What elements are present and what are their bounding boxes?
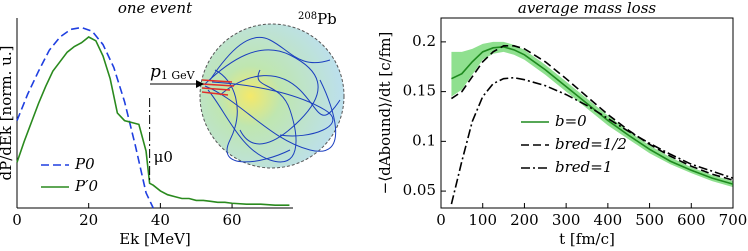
y-tick-label: 0.1 — [412, 131, 436, 149]
beam-bundle — [201, 79, 235, 96]
x-tick-label: 200 — [510, 211, 539, 229]
series-line — [16, 36, 290, 206]
series-line — [450, 45, 734, 181]
x-axis-label: t [fm/c] — [559, 230, 615, 248]
x-tick-label: 700 — [719, 211, 748, 229]
inset: p1 GeV 208Pb — [150, 10, 345, 169]
y-axis-label: −⟨dAbound⟩/dt [c/fm] — [376, 32, 394, 195]
annotation-text: μ0 — [154, 148, 173, 166]
tracks — [204, 36, 341, 163]
chart-title: one event — [118, 0, 193, 17]
series-line — [16, 26, 154, 209]
legend-label: P0 — [74, 155, 95, 173]
y-tick-label: 0.2 — [412, 32, 436, 50]
x-tick-label: 300 — [552, 211, 581, 229]
x-axis-label: Ek [MeV] — [119, 230, 191, 248]
x-tick-label: 60 — [223, 211, 242, 229]
series-line — [450, 76, 734, 205]
legend-label: bred=1/2 — [555, 135, 627, 153]
chart-title: average mass loss — [518, 0, 657, 17]
legend-label: b=0 — [555, 112, 587, 130]
nucleus-circle — [199, 23, 345, 169]
series-line — [451, 46, 734, 185]
x-tick-label: 40 — [151, 211, 170, 229]
y-tick-label: 0.05 — [403, 181, 436, 199]
x-tick-label: 0 — [12, 211, 22, 229]
y-axis-label: dP/dEk [norm. u.] — [0, 46, 15, 181]
x-tick-label: 600 — [677, 211, 706, 229]
x-tick-label: 500 — [635, 211, 664, 229]
nucleus-label: 208Pb — [298, 10, 337, 28]
band — [451, 41, 733, 188]
plot-frame — [440, 17, 734, 209]
x-tick-label: 400 — [594, 211, 623, 229]
y-tick-label: 0.15 — [403, 82, 436, 100]
beam-label: p1 GeV — [150, 62, 196, 83]
legend-label: P′0 — [74, 177, 98, 195]
x-tick-label: 20 — [79, 211, 98, 229]
legend-label: bred=1 — [555, 158, 612, 176]
x-tick-label: 100 — [468, 211, 497, 229]
x-tick-label: 0 — [436, 211, 446, 229]
